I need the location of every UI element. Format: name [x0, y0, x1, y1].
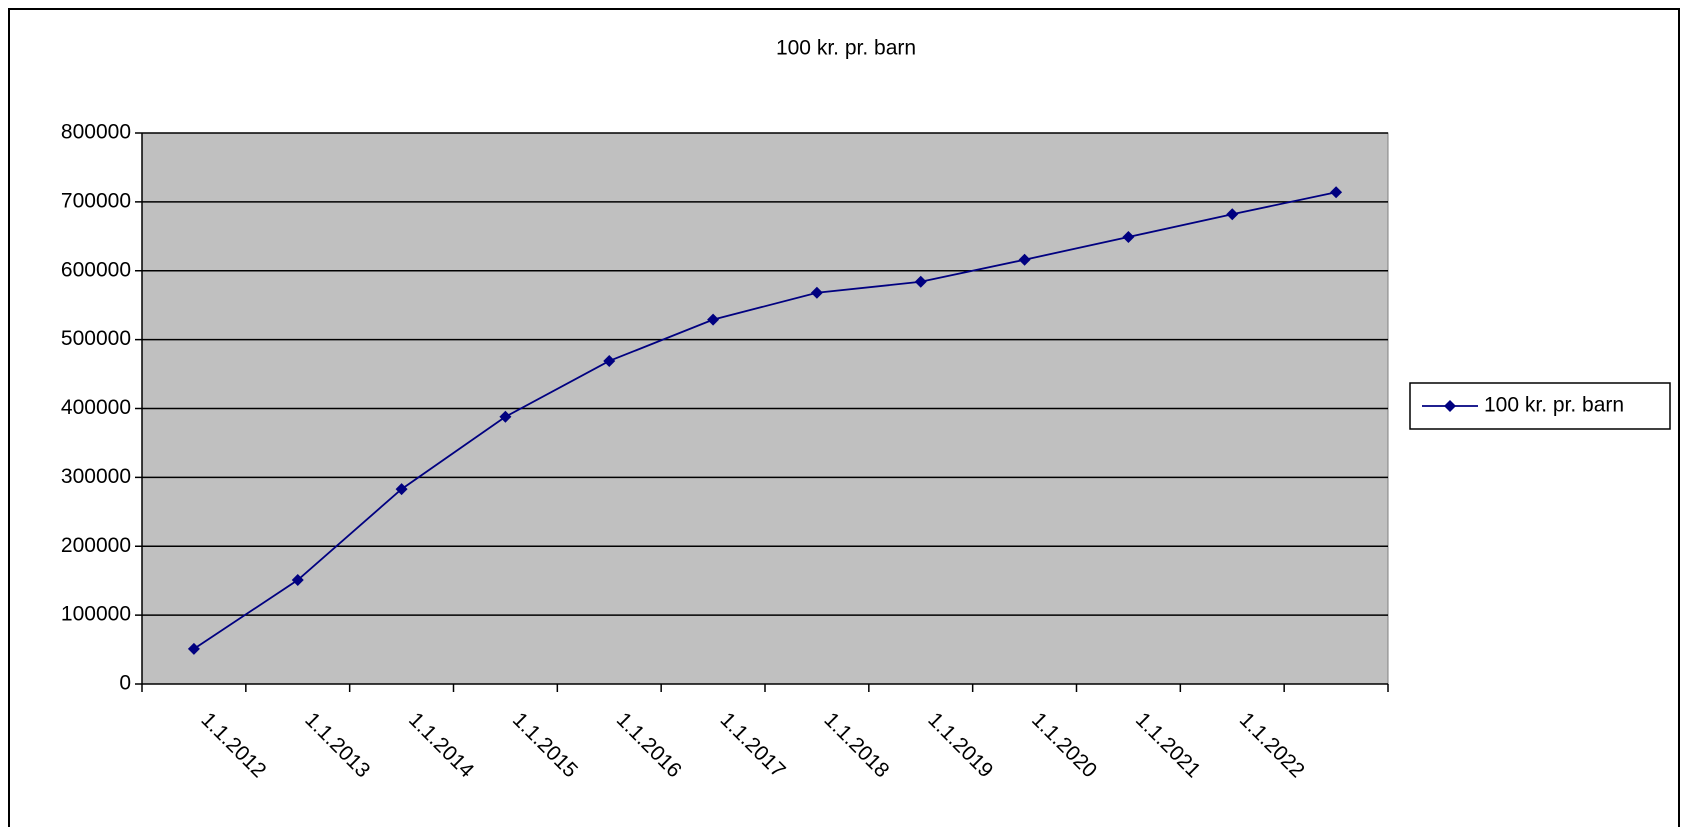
data-point: [291, 573, 304, 586]
y-tick-label: 500000: [61, 327, 131, 350]
data-point: [1018, 253, 1031, 266]
y-tick-label: 700000: [61, 189, 131, 212]
y-tick-label: 100000: [61, 603, 131, 626]
data-point: [707, 313, 720, 326]
data-point: [1122, 231, 1135, 244]
data-point: [603, 354, 616, 367]
data-point: [187, 642, 200, 655]
data-point: [1330, 186, 1343, 199]
data-point: [810, 286, 823, 299]
legend-label: 100 kr. pr. barn: [1484, 394, 1624, 417]
data-point: [1226, 208, 1239, 221]
y-tick-label: 800000: [61, 121, 131, 144]
data-point: [395, 483, 408, 496]
y-tick-label: 400000: [61, 396, 131, 419]
y-tick-label: 0: [119, 672, 131, 695]
data-point: [499, 410, 512, 423]
chart-title: 100 kr. pr. barn: [776, 37, 916, 60]
legend-marker: [1444, 400, 1456, 412]
y-tick-label: 600000: [61, 258, 131, 281]
y-tick-label: 300000: [61, 465, 131, 488]
series-line: [193, 191, 1337, 650]
data-point: [914, 275, 927, 288]
y-tick-label: 200000: [61, 534, 131, 557]
